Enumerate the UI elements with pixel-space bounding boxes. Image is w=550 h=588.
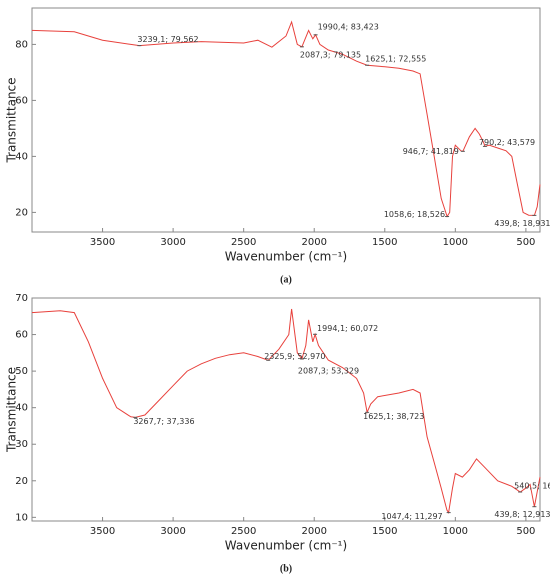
annotation-label: 1625,1; 72,555 [365, 55, 426, 64]
annotation-label: 2087,3; 53,329 [298, 366, 359, 375]
y-tick-label: 60 [15, 330, 28, 341]
y-tick-label: 20 [15, 207, 28, 218]
plot-frame [31, 7, 541, 233]
annotation-label: 2325,9; 52,970 [264, 352, 325, 361]
annotation-label: 1047,4; 11,297 [381, 512, 442, 521]
x-tick-label: 3000 [160, 526, 185, 537]
annotation-label: 2087,3; 79,135 [300, 50, 361, 59]
spectrum-line [31, 20, 541, 218]
annotation-label: 439,8; 12,913 [494, 510, 550, 519]
x-tick-label: 1500 [372, 526, 397, 537]
annotation-label: 540,5; 16,926 [514, 482, 550, 491]
y-tick-label: 10 [15, 512, 28, 523]
y-tick-label: 60 [15, 95, 28, 106]
x-tick-label: 1000 [443, 237, 468, 248]
x-axis-label: Wavenumber (cm⁻¹) [225, 539, 347, 553]
plot-frame [31, 297, 541, 522]
x-axis-label: Wavenumber (cm⁻¹) [225, 250, 347, 264]
x-tick-label: 2000 [301, 237, 326, 248]
annotation-label: 1994,1; 60,072 [317, 324, 378, 333]
y-tick-label: 50 [15, 366, 28, 377]
annotation-label: 1990,4; 83,423 [318, 22, 379, 31]
spectrum-line [31, 308, 541, 514]
y-tick-label: 30 [15, 439, 28, 450]
annotation-label: 946,7; 41,819 [403, 147, 459, 156]
x-tick-label: 2500 [231, 237, 256, 248]
annotation-label: 1058,6; 18,526 [384, 210, 445, 219]
x-tick-label: 500 [516, 526, 535, 537]
annotation-label: 439,8; 18,931 [494, 219, 550, 228]
y-axis-label: Transmittance [5, 77, 19, 163]
annotation-label: 3239,1; 79,562 [137, 35, 198, 44]
x-tick-label: 3500 [90, 237, 115, 248]
y-tick-label: 40 [15, 403, 28, 414]
y-tick-label: 70 [15, 293, 28, 304]
x-tick-label: 3000 [160, 237, 185, 248]
y-tick-label: 40 [15, 151, 28, 162]
caption: (a) [280, 274, 292, 285]
x-tick-label: 1500 [372, 237, 397, 248]
y-tick-label: 80 [15, 39, 28, 50]
y-tick-label: 20 [15, 476, 28, 487]
x-tick-label: 2000 [301, 526, 326, 537]
y-axis-label: Transmittance [5, 367, 19, 453]
annotation-label: 3267,7; 37,336 [133, 417, 194, 426]
x-tick-label: 1000 [443, 526, 468, 537]
x-tick-label: 3500 [90, 526, 115, 537]
x-tick-label: 500 [516, 237, 535, 248]
caption: (b) [280, 563, 292, 574]
x-tick-label: 2500 [231, 526, 256, 537]
annotation-label: 790,2; 43,579 [479, 138, 535, 147]
annotation-label: 1625,1; 38,723 [363, 412, 424, 421]
